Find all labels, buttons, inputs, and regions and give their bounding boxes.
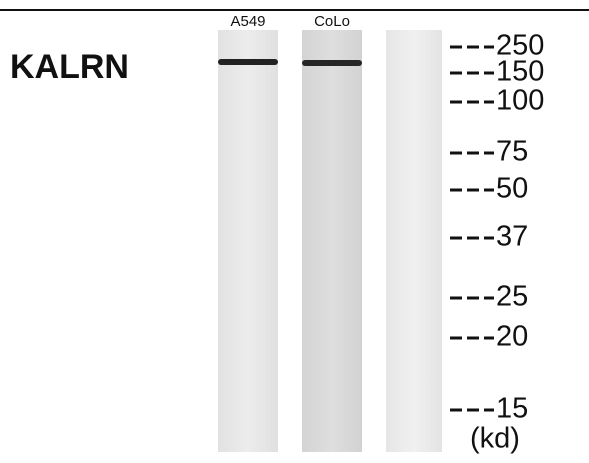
lane: [218, 30, 278, 452]
marker-label: 15: [496, 393, 528, 425]
lane-label: A549: [230, 13, 265, 30]
band: [218, 59, 278, 65]
marker-label: 75: [496, 136, 528, 168]
marker-label: 50: [496, 173, 528, 205]
marker-label: 25: [496, 281, 528, 313]
marker-label: 150: [496, 56, 544, 88]
lane: [386, 30, 442, 452]
unit-label: (kd): [470, 423, 520, 455]
marker-label: 100: [496, 85, 544, 117]
lane-label: CoLo: [314, 13, 350, 30]
page: {"lanes": ["A549", "CoLo"], "protein": "…: [0, 0, 589, 463]
lane: [302, 30, 362, 452]
marker-label: 20: [496, 321, 528, 353]
marker-label: 37: [496, 221, 528, 253]
band: [302, 60, 362, 66]
protein-label: KALRN: [10, 48, 129, 86]
western-blot: A549 CoLo KALRN 250150100755037252015 (k…: [0, 0, 589, 463]
